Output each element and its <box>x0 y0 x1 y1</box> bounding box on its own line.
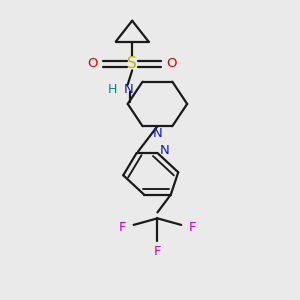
Text: F: F <box>118 221 126 234</box>
Text: O: O <box>167 57 177 70</box>
Text: H: H <box>107 82 117 96</box>
Text: O: O <box>87 57 98 70</box>
Text: F: F <box>189 221 196 234</box>
Text: S: S <box>127 56 137 71</box>
Text: N: N <box>123 82 133 96</box>
Text: N: N <box>160 143 170 157</box>
Text: F: F <box>154 245 161 258</box>
Text: N: N <box>153 127 162 140</box>
